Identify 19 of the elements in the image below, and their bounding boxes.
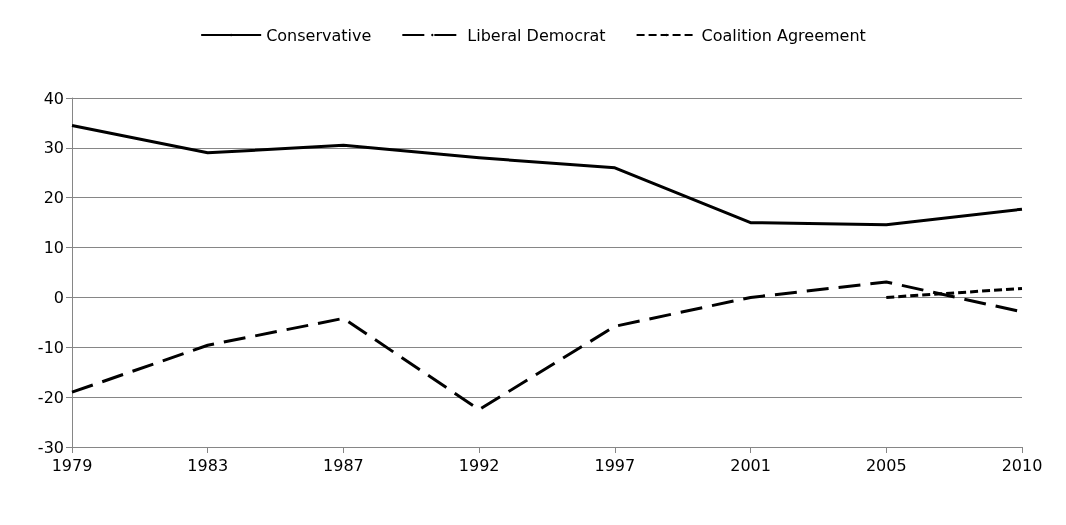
y-tick-label: -20 [37,387,64,407]
x-tick-label: 1987 [323,455,364,475]
legend-label: Liberal Democrat [467,25,606,45]
x-tick-label: 2010 [1001,455,1043,475]
y-tick-label: -30 [37,437,64,457]
y-tick-label: -10 [37,337,64,357]
y-tick-label: 0 [53,287,64,307]
legend-label: Coalition Agreement [701,25,866,45]
x-tick-label: 2001 [730,455,771,475]
x-tick-label: 1979 [51,455,93,475]
y-tick-label: 40 [43,88,64,108]
y-tick-label: 10 [43,238,64,258]
x-tick-label: 1983 [187,455,229,475]
y-tick-label: 30 [43,138,64,158]
y-tick-label: 20 [43,188,64,208]
x-tick-label: 1997 [594,455,636,475]
x-tick-label: 2005 [865,455,907,475]
x-tick-label: 1992 [458,455,500,475]
legend-label: Conservative [266,25,372,45]
